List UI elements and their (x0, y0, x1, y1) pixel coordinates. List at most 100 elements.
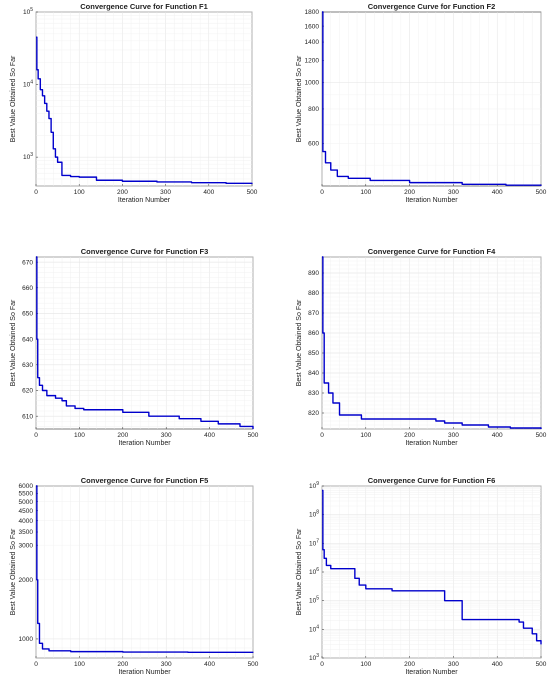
x-tick-label: 500 (536, 432, 547, 439)
y-axis-label: Best Value Obtained So Far (10, 299, 17, 386)
x-tick-label: 400 (204, 661, 215, 668)
x-tick-label: 300 (161, 432, 172, 439)
y-tick-label: 1000 (19, 636, 34, 643)
x-axis-label: Iteration Number (405, 669, 458, 676)
y-tick-label: 3000 (19, 542, 34, 549)
y-tick-label: 630 (22, 362, 33, 369)
x-tick-label: 400 (492, 661, 503, 668)
x-tick-label: 500 (248, 432, 259, 439)
x-tick-label: 0 (320, 661, 324, 668)
y-axis-label: Best Value Obtained So Far (296, 528, 303, 615)
y-tick-label: 600 (308, 141, 319, 148)
x-tick-label: 400 (492, 432, 503, 439)
x-tick-label: 400 (492, 189, 503, 196)
y-axis-label: Best Value Obtained So Far (296, 55, 303, 142)
y-tick-label: 1600 (305, 23, 320, 30)
y-tick-label: 105 (23, 7, 33, 16)
y-tick-label: 800 (308, 106, 319, 113)
x-tick-label: 300 (448, 432, 459, 439)
y-tick-label: 890 (308, 270, 319, 277)
y-tick-label: 670 (22, 259, 33, 266)
y-tick-label: 830 (308, 390, 319, 397)
x-tick-label: 0 (320, 189, 324, 196)
y-tick-label: 850 (308, 350, 319, 357)
y-tick-label: 870 (308, 310, 319, 317)
convergence-line (322, 11, 542, 186)
x-axis-label: Iteration Number (118, 197, 171, 204)
y-tick-label: 4500 (19, 508, 34, 515)
x-tick-label: 300 (161, 661, 172, 668)
y-tick-label: 660 (22, 285, 33, 292)
plot-area (321, 11, 542, 187)
y-axis-label: Best Value Obtained So Far (296, 299, 303, 386)
chart-title: Convergence Curve for Function F4 (368, 247, 496, 256)
plot-area (35, 256, 254, 430)
plot-area (35, 485, 254, 659)
y-tick-label: 105 (309, 596, 319, 605)
y-tick-label: 620 (22, 388, 33, 395)
y-tick-label: 108 (309, 510, 319, 519)
chart-title: Convergence Curve for Function F1 (80, 2, 208, 11)
chart-title: Convergence Curve for Function F3 (81, 247, 209, 256)
chart-title: Convergence Curve for Function F6 (368, 476, 496, 485)
x-tick-label: 100 (360, 432, 371, 439)
y-tick-label: 103 (23, 152, 33, 161)
chart-panel-1: 0 100 200 300 400 500 103 104 105 Convergence Cur… (10, 2, 258, 204)
y-tick-label: 107 (309, 538, 319, 547)
y-tick-label: 1800 (305, 9, 320, 16)
y-tick-label: 103 (309, 653, 319, 662)
x-tick-label: 0 (320, 432, 324, 439)
x-axis-label: Iteration Number (405, 197, 458, 204)
y-tick-label: 650 (22, 311, 33, 318)
x-tick-label: 0 (34, 432, 38, 439)
x-tick-label: 0 (34, 661, 38, 668)
y-tick-label: 820 (308, 410, 319, 417)
chart-panel-3: 0 100 200 300 400 500 610 620 630 640 650 660 670 Con… (10, 247, 259, 447)
y-tick-label: 106 (309, 567, 319, 576)
x-tick-label: 200 (404, 432, 415, 439)
convergence-line (36, 485, 254, 654)
x-tick-label: 100 (74, 432, 85, 439)
y-tick-label: 1000 (305, 79, 320, 86)
chart-panel-6: 0 100 200 300 400 500 103 104 105 106 107 108 109 Con… (296, 476, 547, 676)
y-tick-label: 109 (309, 481, 319, 490)
convergence-line (36, 256, 254, 429)
convergence-line (36, 36, 253, 185)
y-tick-label: 5500 (19, 491, 34, 498)
x-tick-label: 500 (247, 189, 258, 196)
x-tick-label: 300 (448, 661, 459, 668)
chart-title: Convergence Curve for Function F2 (368, 2, 496, 11)
x-tick-label: 300 (160, 189, 171, 196)
chart-title: Convergence Curve for Function F5 (81, 476, 209, 485)
convergence-line (322, 256, 542, 429)
x-tick-label: 500 (536, 189, 547, 196)
x-axis-label: Iteration Number (118, 669, 171, 676)
x-tick-label: 100 (74, 189, 85, 196)
chart-panel-4: 0 100 200 300 400 500 820 830 840 850 860 870 880 890… (296, 247, 547, 447)
y-tick-label: 840 (308, 370, 319, 377)
y-tick-label: 880 (308, 290, 319, 297)
x-tick-label: 200 (117, 661, 128, 668)
y-tick-label: 640 (22, 336, 33, 343)
x-tick-label: 200 (404, 661, 415, 668)
y-tick-label: 4000 (19, 518, 34, 525)
y-tick-label: 860 (308, 330, 319, 337)
y-axis-label: Best Value Obtained So Far (10, 55, 17, 142)
y-tick-label: 610 (22, 413, 33, 420)
x-tick-label: 300 (448, 189, 459, 196)
y-tick-label: 5000 (19, 499, 34, 506)
y-tick-label: 3500 (19, 529, 34, 536)
y-tick-label: 2000 (19, 577, 34, 584)
y-tick-label: 104 (23, 80, 33, 89)
x-tick-label: 0 (34, 189, 38, 196)
y-axis-label: Best Value Obtained So Far (10, 528, 17, 615)
y-tick-label: 1200 (305, 58, 320, 65)
plot-area (35, 11, 253, 187)
chart-panel-2: 0 100 200 300 400 500 600 800 1000 1200 1400 1600 18… (296, 2, 547, 204)
x-tick-label: 400 (204, 432, 215, 439)
y-tick-label: 1400 (305, 39, 320, 46)
x-tick-label: 200 (404, 189, 415, 196)
y-tick-label: 6000 (19, 483, 34, 490)
x-tick-label: 200 (117, 432, 128, 439)
